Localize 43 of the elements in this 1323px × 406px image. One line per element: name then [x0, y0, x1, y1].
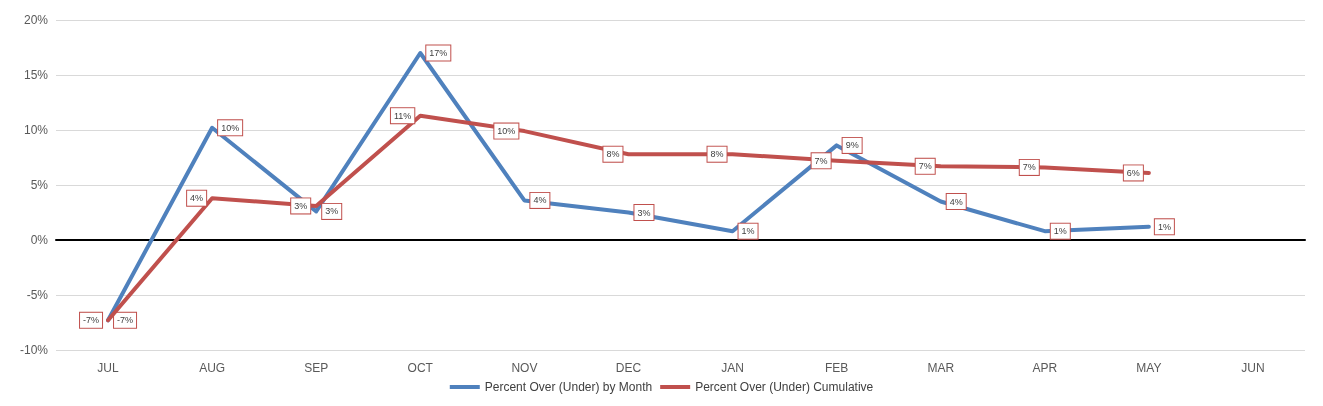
data-label: 7% [918, 161, 932, 172]
x-tick-label: JUN [1241, 361, 1265, 375]
data-label: 6% [1126, 167, 1140, 178]
data-label: 3% [294, 200, 308, 211]
x-tick-label: AUG [199, 361, 226, 375]
data-label: 8% [606, 149, 620, 160]
data-label: 4% [949, 196, 963, 207]
data-label: 10% [497, 126, 516, 137]
legend-label: Percent Over (Under) by Month [484, 380, 653, 394]
y-tick-label: 20% [23, 13, 49, 27]
y-tick-label: 10% [23, 123, 49, 137]
data-label: 1% [1157, 221, 1171, 232]
x-tick-label: OCT [407, 361, 434, 375]
y-tick-label: 15% [23, 68, 49, 82]
legend-label: Percent Over (Under) Cumulative [695, 380, 874, 394]
y-tick-label: -10% [19, 343, 49, 357]
x-tick-label: FEB [824, 361, 849, 375]
x-tick-label: MAY [1136, 361, 1162, 375]
x-tick-label: DEC [615, 361, 642, 375]
data-label: -7% [83, 315, 100, 326]
y-tick-label: 0% [30, 233, 49, 247]
data-label: 1% [741, 226, 755, 237]
data-label: 4% [190, 193, 204, 204]
data-label: 10% [221, 122, 240, 133]
x-tick-label: SEP [304, 361, 329, 375]
data-label: 7% [814, 155, 828, 166]
data-label: 7% [1022, 162, 1036, 173]
x-tick-label: APR [1032, 361, 1058, 375]
data-label: 3% [637, 207, 651, 218]
data-label: -7% [117, 315, 134, 326]
x-tick-label: NOV [511, 361, 538, 375]
data-label: 8% [710, 149, 724, 160]
x-tick-label: JUL [97, 361, 120, 375]
data-label: 9% [845, 140, 859, 151]
data-label: 3% [325, 206, 339, 217]
x-tick-label: JAN [721, 361, 744, 375]
y-tick-label: 5% [30, 178, 49, 192]
data-label: 17% [429, 48, 448, 58]
data-label: 4% [533, 195, 547, 206]
data-label: 11% [393, 110, 412, 121]
x-tick-label: MAR [927, 361, 955, 375]
data-label: 1% [1053, 226, 1067, 237]
y-tick-label: -5% [26, 288, 49, 302]
